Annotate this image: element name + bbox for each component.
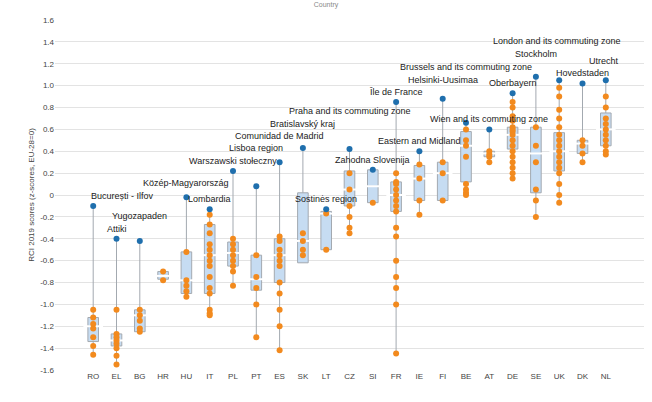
svg-text:Oberbayern: Oberbayern — [489, 78, 537, 88]
svg-text:1.4: 1.4 — [43, 38, 55, 47]
svg-text:SI: SI — [369, 372, 377, 381]
svg-text:-0.6: -0.6 — [40, 256, 54, 265]
svg-text:Attiki: Attiki — [107, 224, 127, 234]
svg-text:FR: FR — [391, 372, 402, 381]
svg-text:0.8: 0.8 — [43, 103, 55, 112]
svg-text:Zahodna Slovenija: Zahodna Slovenija — [335, 155, 410, 165]
svg-text:HU: HU — [181, 372, 193, 381]
svg-text:BE: BE — [461, 372, 472, 381]
svg-text:Warszawski stołeczny: Warszawski stołeczny — [189, 156, 277, 166]
svg-text:-1.2: -1.2 — [40, 322, 54, 331]
svg-text:0.6: 0.6 — [43, 125, 55, 134]
svg-text:Praha and its commuting zone: Praha and its commuting zone — [289, 106, 411, 116]
svg-text:Bratislavský kraj: Bratislavský kraj — [270, 119, 335, 129]
svg-text:1.6: 1.6 — [43, 16, 55, 25]
svg-text:Eastern and Midland: Eastern and Midland — [378, 136, 461, 146]
svg-text:1.0: 1.0 — [43, 81, 55, 90]
svg-text:Brussels and its commuting zon: Brussels and its commuting zone — [400, 62, 532, 72]
svg-text:UK: UK — [554, 372, 566, 381]
svg-text:HR: HR — [157, 372, 169, 381]
svg-text:EL: EL — [112, 372, 122, 381]
svg-text:NL: NL — [601, 372, 612, 381]
svg-text:DK: DK — [577, 372, 589, 381]
svg-text:SE: SE — [531, 372, 542, 381]
svg-text:Lombardia: Lombardia — [188, 194, 231, 204]
svg-text:1.2: 1.2 — [43, 60, 55, 69]
svg-text:Sostinės region: Sostinės region — [295, 194, 357, 204]
svg-text:LT: LT — [322, 372, 331, 381]
svg-text:Helsinki-Uusimaa: Helsinki-Uusimaa — [408, 75, 478, 85]
svg-text:0: 0 — [50, 191, 55, 200]
svg-text:BG: BG — [134, 372, 146, 381]
svg-text:0.2: 0.2 — [43, 169, 55, 178]
svg-text:AT: AT — [484, 372, 494, 381]
svg-text:DE: DE — [507, 372, 518, 381]
svg-text:RO: RO — [87, 372, 99, 381]
svg-text:-1.6: -1.6 — [40, 366, 54, 375]
svg-text:IE: IE — [416, 372, 424, 381]
svg-text:Comunidad de Madrid: Comunidad de Madrid — [235, 131, 324, 141]
svg-text:ES: ES — [274, 372, 285, 381]
svg-text:-0.4: -0.4 — [40, 235, 54, 244]
svg-text:-1.4: -1.4 — [40, 344, 54, 353]
svg-text:-0.2: -0.2 — [40, 213, 54, 222]
svg-text:0.4: 0.4 — [43, 147, 55, 156]
svg-text:Yugozapaden: Yugozapaden — [112, 211, 167, 221]
svg-text:Country: Country — [314, 1, 339, 9]
svg-text:Hovedstaden: Hovedstaden — [556, 68, 609, 78]
svg-text:-0.8: -0.8 — [40, 278, 54, 287]
svg-text:PT: PT — [251, 372, 261, 381]
svg-text:București - Ilfov: București - Ilfov — [91, 191, 154, 201]
svg-text:-1.0: -1.0 — [40, 300, 54, 309]
svg-text:Stockholm: Stockholm — [515, 49, 557, 59]
svg-text:FI: FI — [439, 372, 446, 381]
svg-text:London and its commuting zone: London and its commuting zone — [493, 36, 621, 46]
svg-text:PL: PL — [228, 372, 238, 381]
svg-text:Utrecht: Utrecht — [589, 56, 619, 66]
svg-text:Île de France: Île de France — [369, 87, 423, 97]
svg-text:RCI 2019 scores (z-scores, EU-: RCI 2019 scores (z-scores, EU-28=0) — [27, 128, 36, 262]
svg-text:Wien and its commuting zone: Wien and its commuting zone — [430, 114, 548, 124]
svg-text:Közép-Magyarország: Közép-Magyarország — [143, 178, 229, 188]
svg-text:CZ: CZ — [344, 372, 355, 381]
svg-text:Lisboa region: Lisboa region — [229, 143, 283, 153]
svg-text:SK: SK — [298, 372, 309, 381]
svg-text:IT: IT — [206, 372, 213, 381]
